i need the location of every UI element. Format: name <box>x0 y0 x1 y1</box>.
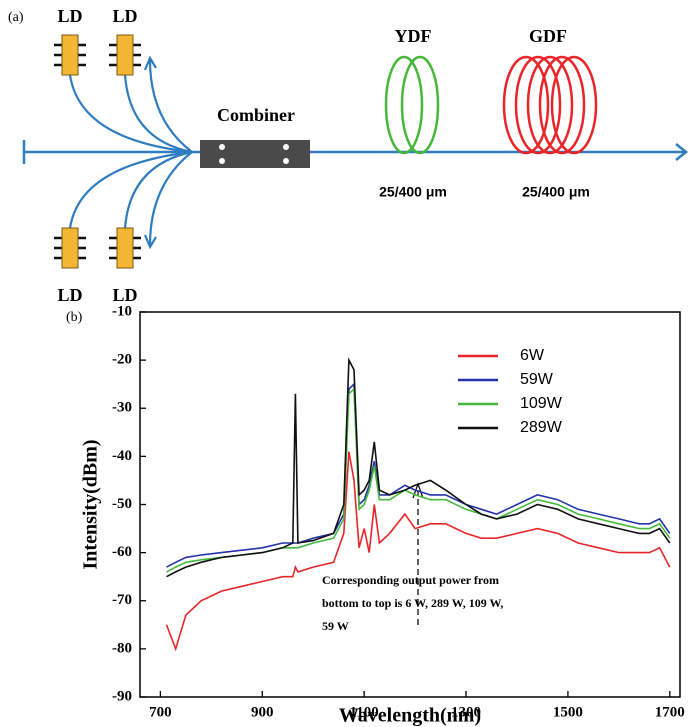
series-line <box>166 357 671 578</box>
panel-label: (a) <box>8 10 24 25</box>
ydf-coil <box>384 55 440 155</box>
y-tick-label: -50 <box>112 496 132 512</box>
y-tick-label: -80 <box>112 640 132 656</box>
y-tick-label: -90 <box>112 688 132 704</box>
fiber-spec: 25/400 μm <box>522 184 590 200</box>
panel-label: (b) <box>66 310 83 325</box>
plot-frame <box>139 311 681 698</box>
ld-chips <box>54 34 141 269</box>
ld-label: LD <box>57 6 82 26</box>
y-tick-label: -40 <box>112 448 132 464</box>
y-tick-label: -70 <box>112 592 132 608</box>
x-tick-label: 1700 <box>655 704 685 720</box>
y-tick-label: -10 <box>112 303 132 319</box>
y-tick-label: -20 <box>112 352 132 368</box>
legend-label: 59W <box>520 371 554 388</box>
legend-label: 109W <box>520 395 563 412</box>
diagram: (a) LD <box>8 6 689 305</box>
series-line <box>166 382 671 568</box>
x-tick-label: 1500 <box>553 704 583 720</box>
y-tick-label: -60 <box>112 544 132 560</box>
annotation: 59 W <box>322 619 349 633</box>
x-tick-label: 700 <box>149 704 172 720</box>
fiber-label: YDF <box>395 26 432 46</box>
ld-label: LD <box>112 6 137 26</box>
series-line <box>165 451 671 652</box>
output-arrow <box>675 143 689 161</box>
combiner <box>200 140 310 168</box>
x-tick-label: 900 <box>251 704 274 720</box>
fiber-label: GDF <box>529 26 567 46</box>
annotation: bottom to top is 6 W, 289 W, 109 W, <box>322 596 503 610</box>
y-axis-label: Intensity(dBm) <box>80 439 102 569</box>
x-tick-label: 1100 <box>350 704 379 720</box>
x-axis-label: Wavelength(nm) <box>339 705 481 727</box>
x-tick-label: 1300 <box>451 704 481 720</box>
fiber-spec: 25/400 μm <box>379 184 447 200</box>
ld-label: LD <box>57 285 82 305</box>
gdf-coil <box>502 55 598 155</box>
annotation: Corresponding output power from <box>322 573 499 587</box>
combiner-label: Combiner <box>217 105 295 125</box>
y-tick-label: -30 <box>112 400 132 416</box>
pump-fibers <box>68 55 193 250</box>
legend-label: 6W <box>520 347 545 364</box>
combiner-ports <box>219 144 289 164</box>
legend-label: 289W <box>520 419 563 436</box>
ld-label: LD <box>112 285 137 305</box>
